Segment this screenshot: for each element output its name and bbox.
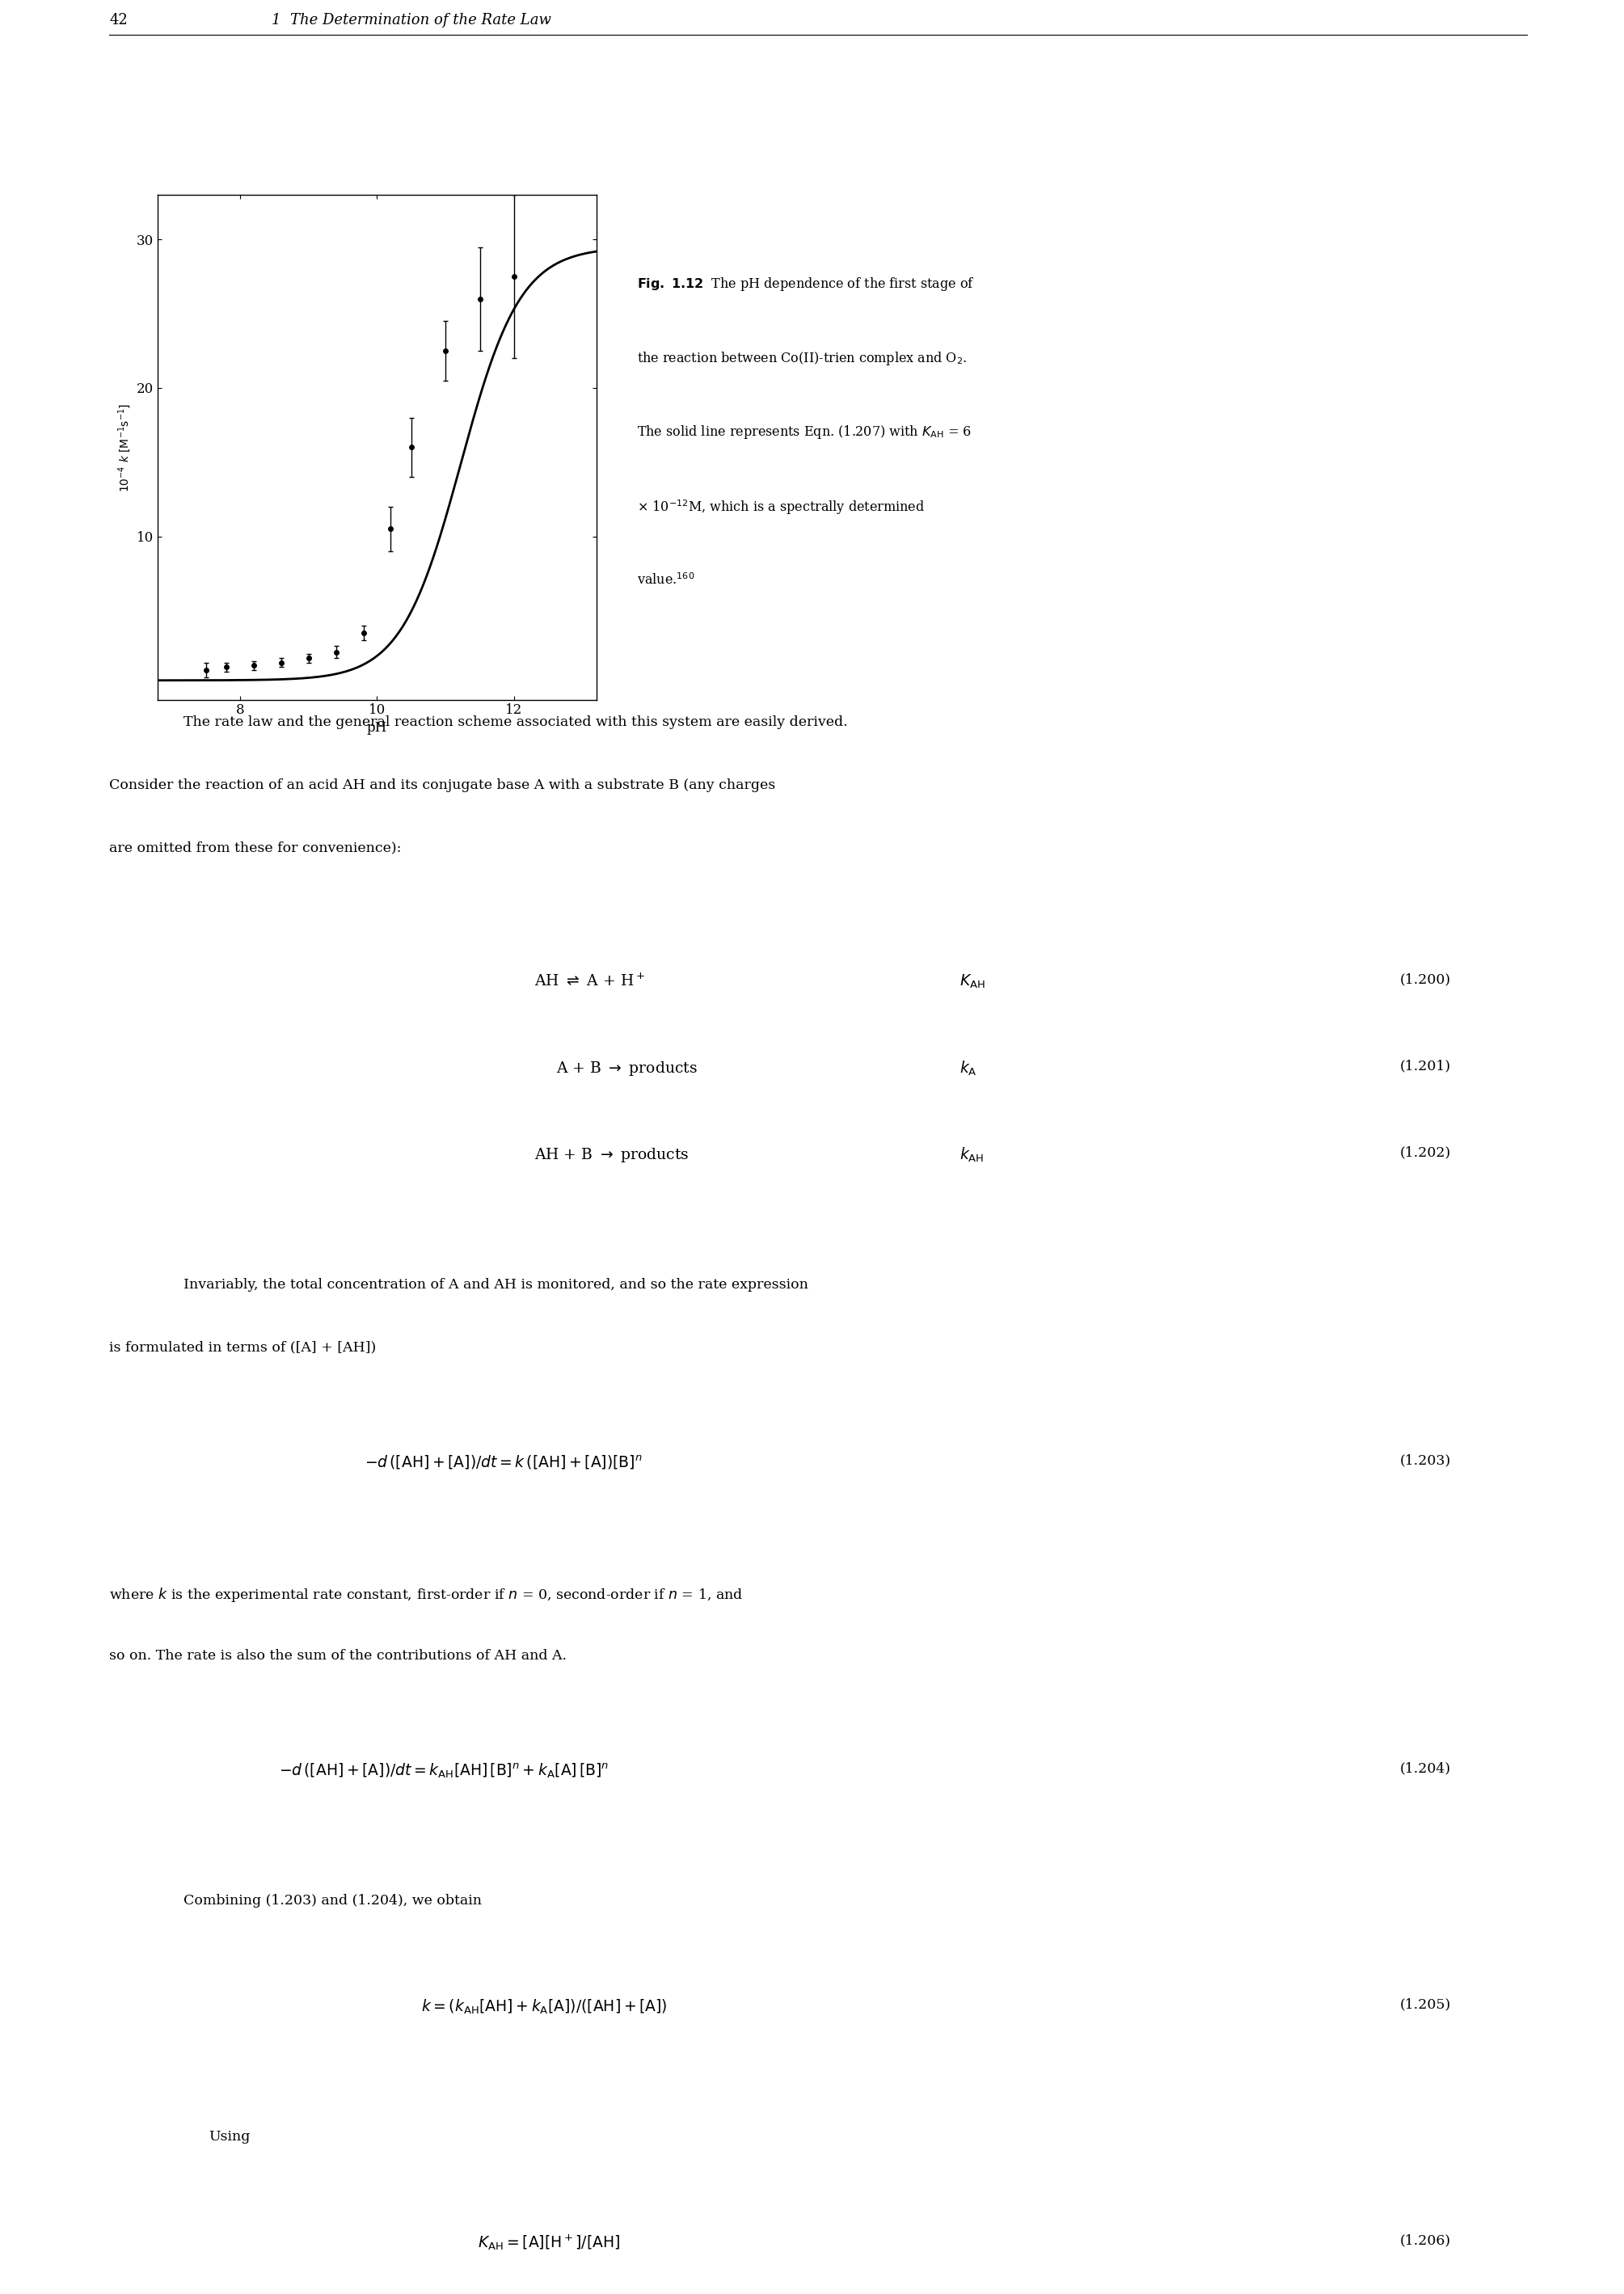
Text: (1.202): (1.202) bbox=[1400, 1147, 1450, 1161]
Text: Using: Using bbox=[208, 2129, 250, 2143]
Text: 1  The Determination of the Rate Law: 1 The Determination of the Rate Law bbox=[271, 14, 551, 28]
Y-axis label: $10^{-4}\ k\ [\mathrm{M}^{-1}\mathrm{s}^{-1}]$: $10^{-4}\ k\ [\mathrm{M}^{-1}\mathrm{s}^… bbox=[117, 404, 132, 491]
Text: so on. The rate is also the sum of the contributions of AH and A.: so on. The rate is also the sum of the c… bbox=[109, 1649, 567, 1663]
Text: Consider the reaction of an acid AH and its conjugate base A with a substrate B : Consider the reaction of an acid AH and … bbox=[109, 778, 775, 791]
Text: $K_\mathrm{AH}$: $K_\mathrm{AH}$ bbox=[960, 973, 986, 991]
Text: $\mathbf{Fig.\ 1.12}$  The pH dependence of the first stage of: $\mathbf{Fig.\ 1.12}$ The pH dependence … bbox=[637, 275, 974, 291]
Text: A + B $\rightarrow$ products: A + B $\rightarrow$ products bbox=[555, 1060, 697, 1078]
Text: Invariably, the total concentration of A and AH is monitored, and so the rate ex: Invariably, the total concentration of A… bbox=[166, 1278, 809, 1292]
Text: (1.205): (1.205) bbox=[1400, 1998, 1450, 2012]
X-axis label: pH: pH bbox=[367, 720, 387, 734]
Text: $k_\mathrm{AH}$: $k_\mathrm{AH}$ bbox=[960, 1147, 984, 1163]
Text: $k_\mathrm{A}$: $k_\mathrm{A}$ bbox=[960, 1060, 978, 1078]
Text: (1.204): (1.204) bbox=[1400, 1762, 1450, 1776]
Text: where $k$ is the experimental rate constant, first-order if $n$ = 0, second-orde: where $k$ is the experimental rate const… bbox=[109, 1585, 744, 1604]
Text: (1.203): (1.203) bbox=[1400, 1454, 1450, 1468]
Text: value.$^{160}$: value.$^{160}$ bbox=[637, 574, 695, 587]
Text: is formulated in terms of ([A] + [AH]): is formulated in terms of ([A] + [AH]) bbox=[109, 1340, 377, 1353]
Text: The rate law and the general reaction scheme associated with this system are eas: The rate law and the general reaction sc… bbox=[166, 716, 848, 729]
Text: $\times$ 10$^{-12}$M, which is a spectrally determined: $\times$ 10$^{-12}$M, which is a spectra… bbox=[637, 498, 924, 516]
Text: AH + B $\rightarrow$ products: AH + B $\rightarrow$ products bbox=[534, 1147, 689, 1163]
Text: The solid line represents Eqn. (1.207) with $K_\mathrm{AH}$ = 6: The solid line represents Eqn. (1.207) w… bbox=[637, 424, 971, 440]
Text: (1.201): (1.201) bbox=[1400, 1060, 1450, 1074]
Text: AH $\rightleftharpoons$ A + H$^+$: AH $\rightleftharpoons$ A + H$^+$ bbox=[534, 973, 645, 989]
Text: $-d\,(\mathrm{[AH]} + \mathrm{[A]})/dt = k_\mathrm{AH}\mathrm{[AH]}\,\mathrm{[B]: $-d\,(\mathrm{[AH]} + \mathrm{[A]})/dt =… bbox=[279, 1762, 609, 1780]
Text: the reaction between Co(II)-trien complex and O$_2$.: the reaction between Co(II)-trien comple… bbox=[637, 349, 968, 367]
Text: $k = (k_\mathrm{AH}\mathrm{[AH]} + k_\mathrm{A}\mathrm{[A]})/(\mathrm{[AH]} + \m: $k = (k_\mathrm{AH}\mathrm{[AH]} + k_\ma… bbox=[421, 1998, 667, 2016]
Text: Combining (1.203) and (1.204), we obtain: Combining (1.203) and (1.204), we obtain bbox=[166, 1895, 482, 1909]
Text: $-d\,(\mathrm{[AH]} + \mathrm{[A]})/dt = k\,(\mathrm{[AH]} + \mathrm{[A]})\mathr: $-d\,(\mathrm{[AH]} + \mathrm{[A]})/dt =… bbox=[364, 1454, 641, 1470]
Text: 42: 42 bbox=[109, 14, 128, 28]
Text: $K_\mathrm{AH} = \mathrm{[A][H^+]/[AH]}$: $K_\mathrm{AH} = \mathrm{[A][H^+]/[AH]}$ bbox=[477, 2234, 620, 2253]
Text: (1.200): (1.200) bbox=[1400, 973, 1450, 986]
Text: are omitted from these for convenience):: are omitted from these for convenience): bbox=[109, 842, 401, 856]
Text: (1.206): (1.206) bbox=[1400, 2234, 1450, 2248]
